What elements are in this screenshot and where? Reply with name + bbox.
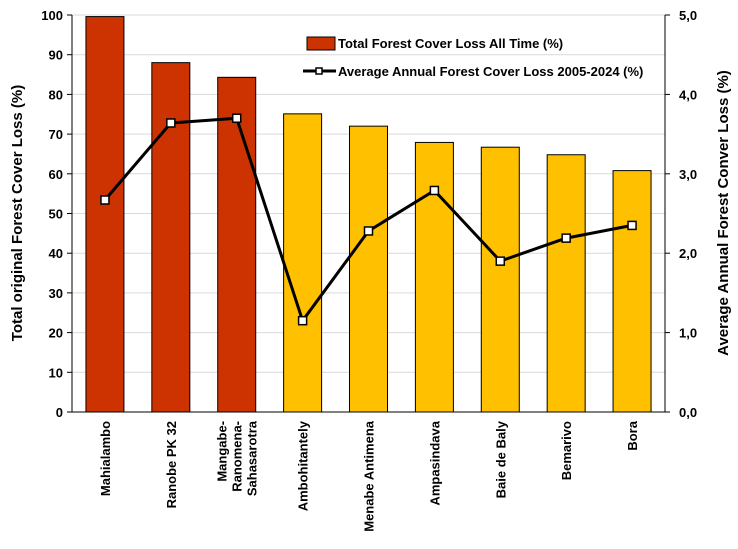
bar bbox=[349, 125, 388, 413]
x-tick-label: Mangabe- bbox=[215, 421, 230, 482]
axes: 0 10 20 30 40 50 60 70 80 90 100 0,0 1,0 2,0 3,0 4,0 5,0 bbox=[41, 8, 697, 420]
bar bbox=[85, 16, 125, 413]
legend: Total Forest Cover Loss All Time (%) Ave… bbox=[303, 36, 643, 79]
x-tick-label: Menabe Antimena bbox=[362, 420, 377, 532]
y-tick-label: 60 bbox=[49, 167, 63, 182]
bar bbox=[151, 62, 191, 413]
legend-line-marker bbox=[315, 67, 323, 75]
x-tick-label: Ranomena- bbox=[230, 421, 245, 492]
x-tick-label: Baie de Baly bbox=[493, 420, 508, 498]
legend-bar-label: Total Forest Cover Loss All Time (%) bbox=[338, 36, 563, 51]
x-tick-label: Ranobe PK 32 bbox=[164, 421, 179, 508]
y-tick-label: 40 bbox=[49, 246, 63, 261]
bar bbox=[283, 113, 323, 413]
line-point bbox=[429, 185, 440, 196]
y-axis-title: Total original Forest Cover Loss (%) bbox=[9, 85, 26, 341]
bar bbox=[217, 76, 257, 413]
y2-tick-label: 2,0 bbox=[679, 246, 697, 261]
y-tick-label: 30 bbox=[49, 286, 63, 301]
y2-tick-label: 3,0 bbox=[679, 167, 697, 182]
x-tick-label: Ambohitantely bbox=[296, 420, 311, 511]
y2-tick-label: 4,0 bbox=[679, 87, 697, 102]
line-point bbox=[495, 256, 506, 266]
line-point bbox=[627, 220, 637, 231]
y-tick-label: 90 bbox=[49, 48, 63, 63]
line-series bbox=[100, 113, 637, 326]
x-tick-label: Mahialambo bbox=[98, 421, 113, 496]
y-tick-label: 20 bbox=[49, 326, 63, 341]
y-tick-label: 0 bbox=[56, 405, 63, 420]
x-tick-labels: Mahialambo Ranobe PK 32 Mangabe- Ranomena- S… bbox=[98, 420, 640, 532]
bar-series bbox=[85, 16, 652, 413]
legend-bar-swatch bbox=[306, 36, 336, 51]
bar bbox=[546, 154, 586, 413]
bar bbox=[414, 141, 454, 413]
line-point bbox=[297, 315, 308, 326]
x-tick-label: Ampasindava bbox=[427, 420, 442, 505]
legend-line-label: Average Annual Forest Cover Loss 2005-20… bbox=[338, 64, 643, 79]
y2-tick-label: 0,0 bbox=[679, 405, 697, 420]
line-point bbox=[231, 113, 242, 123]
x-tick-label: Bemarivo bbox=[559, 421, 574, 480]
y2-tick-label: 1,0 bbox=[679, 326, 697, 341]
line-point bbox=[561, 233, 571, 243]
bar bbox=[612, 170, 652, 413]
y-tick-label: 70 bbox=[49, 127, 63, 142]
y2-tick-label: 5,0 bbox=[679, 8, 697, 23]
bar bbox=[480, 146, 520, 413]
x-tick-label: Bora bbox=[625, 420, 640, 450]
y-tick-label: 80 bbox=[49, 87, 63, 102]
line-point bbox=[100, 195, 110, 205]
y-tick-label: 10 bbox=[49, 365, 63, 380]
y-tick-label: 100 bbox=[41, 8, 63, 23]
x-tick-label: Sahasarotra bbox=[245, 420, 260, 496]
line-point bbox=[166, 118, 176, 128]
y-tick-label: 50 bbox=[49, 207, 63, 222]
line-point bbox=[363, 226, 374, 236]
y2-axis-title: Average Annual Forest Conver Loss (%) bbox=[715, 70, 732, 356]
